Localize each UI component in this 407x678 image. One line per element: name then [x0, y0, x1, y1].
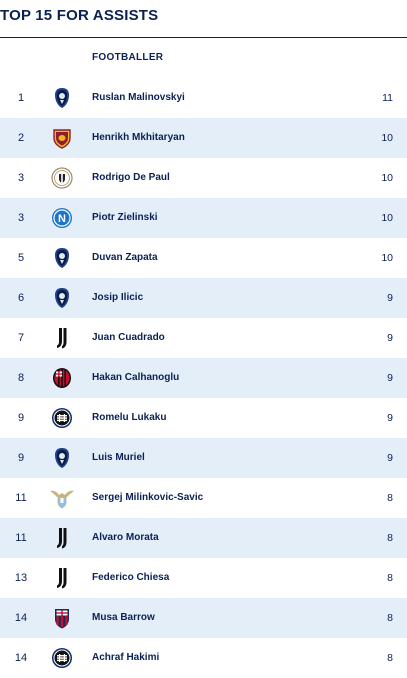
rank-cell: 9: [17, 452, 25, 464]
assists-value: 9: [387, 292, 393, 304]
rank-cell: 13: [14, 572, 28, 584]
table-row: 3 Rodrigo De Paul 10: [0, 158, 407, 198]
player-name: Rodrigo De Paul: [92, 172, 170, 183]
assists-value: 9: [387, 452, 393, 464]
rank-cell: 3: [17, 172, 25, 184]
player-name: Musa Barrow: [92, 612, 155, 623]
table-row: 9 Luis Muriel 9: [0, 438, 407, 478]
inter-crest-icon: [51, 407, 73, 429]
assists-value: 10: [381, 172, 393, 184]
player-name: Juan Cuadrado: [92, 332, 165, 343]
udinese-crest-icon: [51, 167, 73, 189]
title-divider: [0, 37, 407, 38]
rank-cell: 1: [17, 92, 25, 104]
table-row: 8 Hakan Calhanoglu 9: [0, 358, 407, 398]
player-name: Luis Muriel: [92, 452, 145, 463]
assists-value: 10: [381, 212, 393, 224]
svg-text:N: N: [58, 213, 66, 225]
atalanta-crest-icon: [51, 447, 73, 469]
milan-crest-icon: [51, 367, 73, 389]
table-row: 3 N Piotr Zielinski 10: [0, 198, 407, 238]
juventus-crest-icon: [51, 527, 73, 549]
player-name: Duvan Zapata: [92, 252, 158, 263]
rank-cell: 6: [17, 292, 25, 304]
table-row: 9 Romelu Lukaku 9: [0, 398, 407, 438]
assists-value: 10: [381, 132, 393, 144]
player-name: Achraf Hakimi: [92, 652, 160, 663]
juventus-crest-icon: [51, 327, 73, 349]
lazio-crest-icon: [49, 487, 75, 509]
table-header: FOOTBALLER: [0, 38, 407, 78]
assists-table: 1 Ruslan Malinovskyi 11 2 Henrikh Mkhitaryan…: [0, 78, 407, 678]
assists-value: 8: [387, 572, 393, 584]
assists-value: 8: [387, 652, 393, 664]
player-name: Piotr Zielinski: [92, 212, 158, 223]
roma-crest-icon: [51, 127, 73, 149]
rank-cell: 3: [17, 212, 25, 224]
player-name: Ruslan Malinovskyi: [92, 92, 185, 103]
atalanta-crest-icon: [51, 87, 73, 109]
rank-cell: 11: [15, 492, 27, 504]
assists-value: 9: [387, 412, 393, 424]
atalanta-crest-icon: [51, 247, 73, 269]
table-row: 2 Henrikh Mkhitaryan 10: [0, 118, 407, 158]
assists-value: 11: [382, 92, 393, 104]
table-row: 1 Ruslan Malinovskyi 11: [0, 78, 407, 118]
rank-cell: 2: [17, 132, 25, 144]
player-name: Federico Chiesa: [92, 572, 170, 583]
player-name: Henrikh Mkhitaryan: [92, 132, 185, 143]
assists-value: 8: [387, 532, 393, 544]
table-row: 11 Sergej Milinkovic-Savic 8: [0, 478, 407, 518]
player-name: Sergej Milinkovic-Savic: [92, 492, 204, 503]
rank-cell: 8: [17, 372, 25, 384]
rank-cell: 11: [15, 532, 27, 544]
assists-value: 9: [387, 332, 393, 344]
assists-value: 8: [387, 492, 393, 504]
table-row: 5 Duvan Zapata 10: [0, 238, 407, 278]
page-title: TOP 15 FOR ASSISTS: [0, 7, 159, 24]
table-row: 14 Musa Barrow 8: [0, 598, 407, 638]
table-row: 11 Alvaro Morata 8: [0, 518, 407, 558]
player-name: Hakan Calhanoglu: [92, 372, 180, 383]
bologna-crest-icon: [51, 607, 73, 629]
napoli-crest-icon: N: [51, 207, 73, 229]
juventus-crest-icon: [51, 567, 73, 589]
rank-cell: 7: [17, 332, 25, 344]
table-row: 14 Achraf Hakimi 8: [0, 638, 407, 678]
inter-crest-icon: [51, 647, 73, 669]
player-name: Josip Ilicic: [92, 292, 144, 303]
assists-value: 8: [387, 612, 393, 624]
column-header-footballer: FOOTBALLER: [92, 52, 164, 63]
atalanta-crest-icon: [51, 287, 73, 309]
table-row: 13 Federico Chiesa 8: [0, 558, 407, 598]
player-name: Alvaro Morata: [92, 532, 159, 543]
rank-cell: 14: [14, 652, 28, 664]
player-name: Romelu Lukaku: [92, 412, 167, 423]
table-row: 6 Josip Ilicic 9: [0, 278, 407, 318]
rank-cell: 14: [14, 612, 28, 624]
assists-value: 9: [387, 372, 393, 384]
table-row: 7 Juan Cuadrado 9: [0, 318, 407, 358]
rank-cell: 9: [17, 412, 25, 424]
rank-cell: 5: [17, 252, 25, 264]
assists-value: 10: [381, 252, 393, 264]
